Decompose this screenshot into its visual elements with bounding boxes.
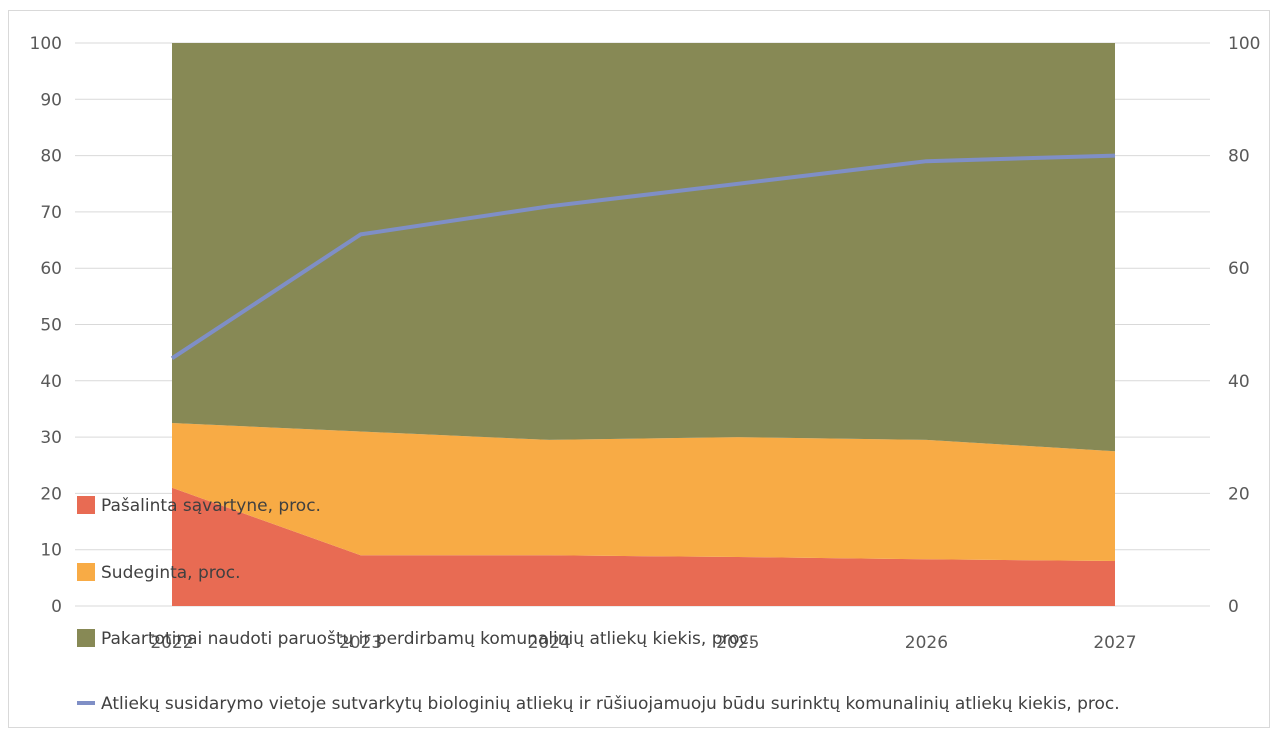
y-left-tick-label: 0 <box>51 597 62 617</box>
y-axis-left: 0 10 20 30 40 50 60 70 80 90 100 <box>30 34 62 617</box>
stacked-areas <box>172 43 1115 606</box>
x-axis: 2022 2023 2024 2025 2026 2027 <box>150 633 1136 653</box>
x-tick-label: 2025 <box>716 633 759 653</box>
y-left-tick-label: 50 <box>40 316 62 336</box>
area-series-3 <box>172 43 1115 452</box>
legend-item: Atliekų susidarymo vietoje sutvarkytų bi… <box>77 694 1120 714</box>
legend-item: Pašalinta sąvartyne, proc. <box>77 496 321 516</box>
y-right-tick-label: 80 <box>1228 147 1250 167</box>
y-right-tick-label: 60 <box>1228 259 1250 279</box>
legend-label: Pašalinta sąvartyne, proc. <box>101 496 321 516</box>
y-left-tick-label: 60 <box>40 259 62 279</box>
chart-frame <box>8 10 1270 728</box>
y-right-tick-label: 20 <box>1228 484 1250 504</box>
line-series <box>170 153 1116 360</box>
line-series-path <box>170 153 1116 360</box>
legend-label: Pakartotinai naudoti paruoštų ir perdirb… <box>101 629 754 649</box>
legend-item: Sudeginta, proc. <box>77 563 241 583</box>
y-right-tick-label: 100 <box>1228 34 1260 54</box>
y-left-tick-label: 70 <box>40 203 62 223</box>
x-tick-label: 2022 <box>150 633 193 653</box>
legend-label: Atliekų susidarymo vietoje sutvarkytų bi… <box>101 694 1120 714</box>
x-tick-label: 2023 <box>339 633 382 653</box>
y-axis-right: 0 20 40 60 80 100 <box>1228 34 1260 617</box>
x-tick-label: 2024 <box>528 633 571 653</box>
y-left-tick-label: 40 <box>40 372 62 392</box>
y-right-tick-label: 40 <box>1228 372 1250 392</box>
legend-swatch <box>77 496 95 514</box>
y-right-tick-label: 0 <box>1228 597 1239 617</box>
legend: Pašalinta sąvartyne, proc. Sudeginta, pro… <box>77 496 1120 714</box>
legend-swatch <box>77 563 95 581</box>
y-left-tick-label: 90 <box>40 90 62 110</box>
y-left-tick-label: 30 <box>40 428 62 448</box>
legend-label: Sudeginta, proc. <box>101 563 241 583</box>
area-series-1 <box>172 487 1115 606</box>
x-tick-label: 2026 <box>905 633 948 653</box>
y-left-tick-label: 20 <box>40 484 62 504</box>
y-left-tick-label: 80 <box>40 147 62 167</box>
x-tick-label: 2027 <box>1093 633 1136 653</box>
legend-swatch <box>77 629 95 647</box>
legend-item: Pakartotinai naudoti paruoštų ir perdirb… <box>77 629 754 649</box>
area-series-2 <box>172 423 1115 561</box>
y-left-tick-label: 100 <box>30 34 62 54</box>
y-left-tick-label: 10 <box>40 541 62 561</box>
